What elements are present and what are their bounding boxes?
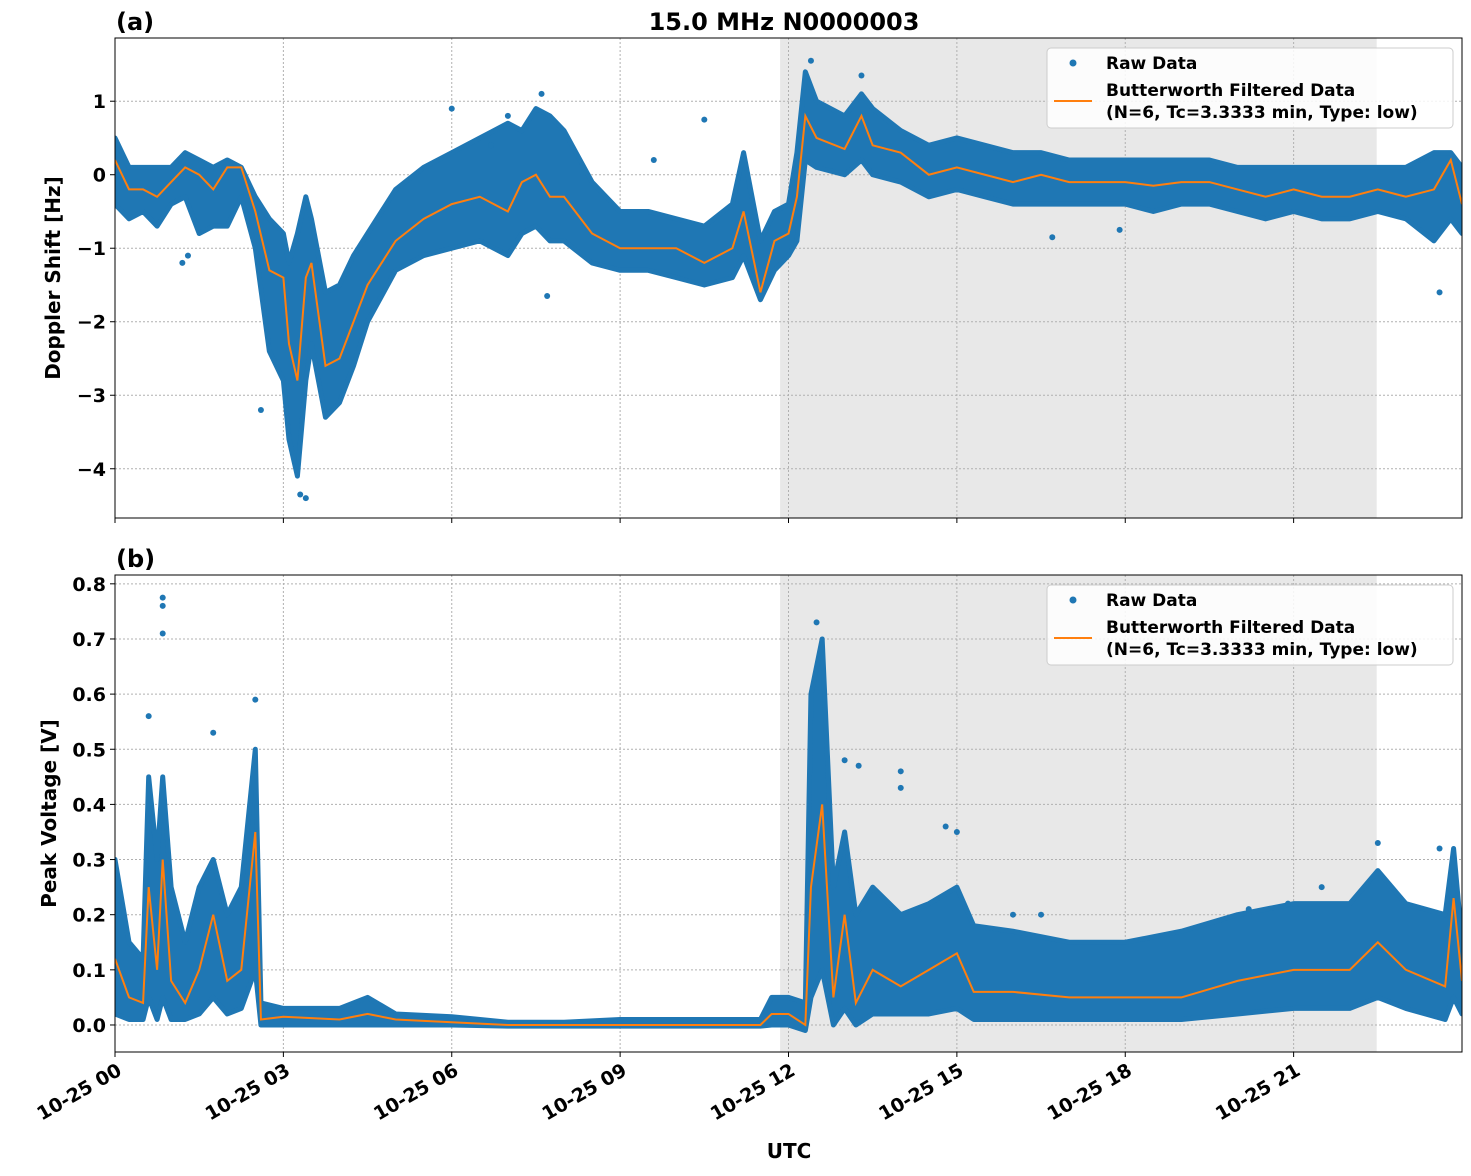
- raw-data-point: [210, 729, 217, 736]
- raw-data-point: [807, 57, 814, 64]
- raw-data-point: [297, 491, 304, 498]
- raw-data-point: [813, 619, 820, 626]
- raw-data-point: [1285, 900, 1292, 907]
- y-tick-label: 0.2: [72, 905, 106, 927]
- raw-data-point: [448, 105, 455, 112]
- y-tick-label: 1: [93, 91, 106, 113]
- x-tick-label: 10-25 12: [707, 1059, 799, 1125]
- y-axis-label: Doppler Shift [Hz]: [41, 176, 65, 380]
- y-tick-label: −2: [77, 312, 106, 334]
- raw-data-band: [115, 636, 1462, 1033]
- raw-data-point: [858, 72, 865, 79]
- raw-data-point: [841, 757, 848, 764]
- legend-raw-label: Raw Data: [1106, 54, 1197, 74]
- x-tick-label: 10-25 06: [370, 1059, 462, 1125]
- panel-b: 0.0 0.1 0.2 0.3 0.4 0.5 0.6 0.7 0.8 10-25 00 10-25…: [33, 545, 1463, 1125]
- plot-area: [115, 594, 1462, 1033]
- raw-data-point: [1038, 911, 1045, 918]
- y-tick-label: 0.7: [72, 629, 106, 651]
- raw-data-point: [942, 823, 949, 830]
- raw-data-point: [488, 142, 495, 149]
- legend-box: [1046, 47, 1454, 129]
- legend-filtered-params: (N=6, Tc=3.3333 min, Type: low): [1106, 103, 1418, 123]
- raw-data-point: [1049, 234, 1056, 241]
- filtered-data-line: [115, 112, 1462, 381]
- raw-data-point: [184, 252, 191, 259]
- raw-data-point: [897, 784, 904, 791]
- raw-data-point: [159, 630, 166, 637]
- raw-data-point: [145, 713, 152, 720]
- raw-data-point: [1116, 226, 1123, 233]
- y-tick-label: 0.4: [72, 794, 106, 816]
- raw-data-point: [159, 602, 166, 609]
- raw-data-point: [1245, 906, 1252, 913]
- raw-data-point: [1318, 884, 1325, 891]
- panel-label: (a): [116, 8, 154, 36]
- raw-data-point: [1436, 289, 1443, 296]
- plot-area: [115, 57, 1462, 502]
- raw-data-point: [302, 495, 309, 502]
- legend-raw-label: Raw Data: [1106, 591, 1197, 611]
- raw-data-point: [544, 293, 551, 300]
- x-tick-label: 10-25 15: [875, 1059, 967, 1125]
- y-tick-label: 0.8: [72, 574, 106, 596]
- raw-data-band: [115, 69, 1462, 479]
- legend-raw-marker: [1069, 596, 1077, 604]
- panel-label: (b): [116, 545, 155, 573]
- raw-data-point: [701, 116, 708, 123]
- x-axis-label: UTC: [767, 1139, 812, 1163]
- raw-data-point: [1436, 845, 1443, 852]
- legend-box: [1046, 584, 1454, 666]
- legend: Raw Data Butterworth Filtered Data(N=6, T…: [1046, 47, 1454, 129]
- y-tick-label: 0.0: [72, 1015, 106, 1037]
- x-tick-label: 10-25 18: [1043, 1059, 1135, 1125]
- y-tick-label: 0: [93, 165, 106, 187]
- raw-data-point: [1010, 911, 1016, 918]
- y-tick-label: 0.6: [72, 684, 106, 706]
- raw-data-point: [855, 762, 862, 769]
- raw-data-point: [252, 696, 259, 703]
- raw-data-point: [159, 594, 166, 601]
- y-tick-label: −3: [77, 385, 106, 407]
- x-tick-label: 10-25 00: [33, 1059, 125, 1125]
- y-tick-label: 0.3: [72, 850, 106, 872]
- legend-raw-marker: [1069, 59, 1077, 67]
- x-tick-label: 10-25 03: [202, 1059, 294, 1125]
- y-tick-label: 0.1: [72, 960, 106, 982]
- raw-data-point: [504, 112, 511, 119]
- x-tick-label: 10-25 09: [538, 1059, 630, 1125]
- raw-data-point: [953, 828, 960, 835]
- filtered-data-line: [115, 804, 1462, 1027]
- raw-data-point: [257, 406, 264, 413]
- raw-data-point: [179, 259, 186, 266]
- panel-a: −4 −3 −2 −1 0 1 (a) Doppler Shift [Hz] Raw Data B…: [41, 8, 1463, 523]
- y-tick-label: −4: [77, 459, 106, 481]
- y-tick-label: −1: [77, 238, 106, 260]
- raw-data-point: [650, 157, 657, 164]
- y-tick-label: 0.5: [72, 739, 106, 761]
- raw-data-point: [538, 90, 545, 97]
- chart-title: 15.0 MHz N0000003: [649, 8, 920, 36]
- legend: Raw Data Butterworth Filtered Data(N=6, T…: [1046, 584, 1454, 666]
- legend-filtered-label: Butterworth Filtered Data: [1106, 81, 1355, 101]
- raw-data-point: [1374, 840, 1381, 847]
- y-axis-label: Peak Voltage [V]: [37, 719, 61, 908]
- legend-filtered-label: Butterworth Filtered Data: [1106, 618, 1355, 638]
- raw-data-point: [897, 768, 904, 775]
- x-tick-label: 10-25 21: [1212, 1059, 1304, 1125]
- legend-filtered-params: (N=6, Tc=3.3333 min, Type: low): [1106, 640, 1418, 660]
